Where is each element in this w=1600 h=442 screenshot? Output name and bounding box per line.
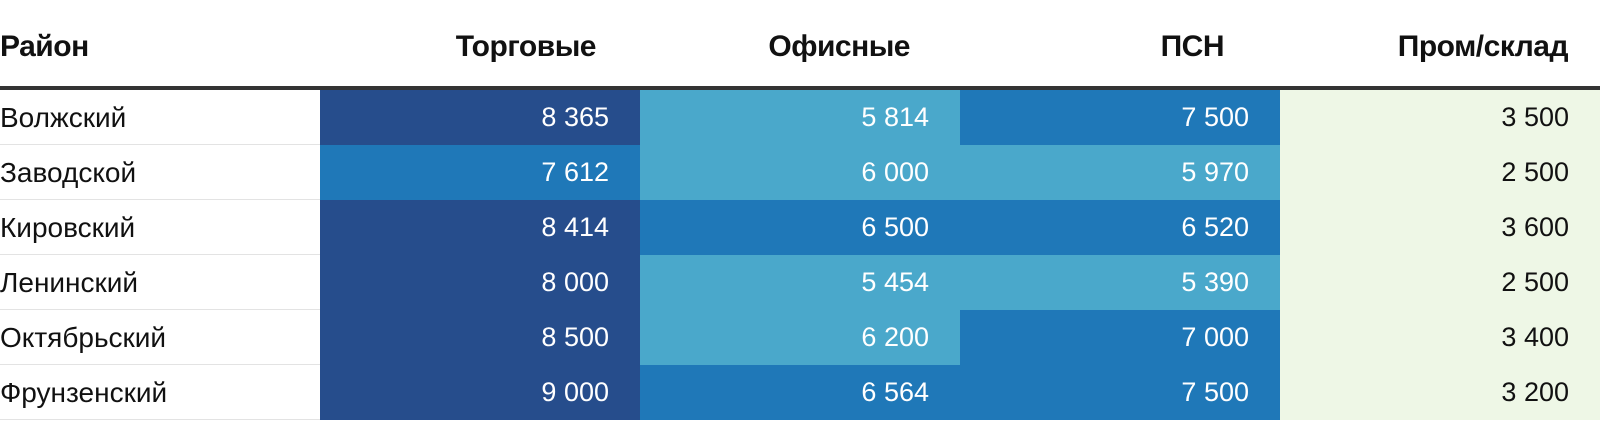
heatmap-cell-retail: 8 365 [320,90,640,145]
heatmap-cell-industrial: 2 500 [1280,255,1600,310]
column-header-industrial: Пром/склад [1397,30,1569,63]
heatmap-cell-office: 6 000 [640,145,960,200]
table-row: Кировский 8 414 6 500 6 520 3 600 [0,200,1600,255]
heatmap-cell-psn: 5 970 [960,145,1280,200]
heatmap-cell-industrial: 3 200 [1280,365,1600,420]
heatmap-cell-industrial: 3 600 [1280,200,1600,255]
table-header: Район Торговые Офисные ПСН Пром/склад [0,0,1600,90]
heatmap-cell-psn: 7 500 [960,90,1280,145]
heatmap-cell-psn: 7 500 [960,365,1280,420]
heatmap-cell-retail: 8 414 [320,200,640,255]
table-row: Фрунзенский 9 000 6 564 7 500 3 200 [0,365,1600,420]
column-header-psn: ПСН [1160,30,1225,63]
table-row: Волжский 8 365 5 814 7 500 3 500 [0,90,1600,145]
heatmap-cell-office: 6 200 [640,310,960,365]
heatmap-cell-psn: 6 520 [960,200,1280,255]
heatmap-cell-retail: 8 000 [320,255,640,310]
row-label: Фрунзенский [0,365,320,420]
table-row: Ленинский 8 000 5 454 5 390 2 500 [0,255,1600,310]
row-label: Ленинский [0,255,320,310]
heatmap-cell-office: 5 814 [640,90,960,145]
column-header-district: Район [0,30,89,63]
column-header-retail: Торговые [455,30,597,63]
row-label: Кировский [0,200,320,255]
heatmap-cell-office: 6 564 [640,365,960,420]
heatmap-cell-psn: 7 000 [960,310,1280,365]
table-row: Октябрьский 8 500 6 200 7 000 3 400 [0,310,1600,365]
heatmap-cell-psn: 5 390 [960,255,1280,310]
table-row: Заводской 7 612 6 000 5 970 2 500 [0,145,1600,200]
heatmap-cell-industrial: 3 500 [1280,90,1600,145]
heatmap-cell-industrial: 2 500 [1280,145,1600,200]
row-label: Октябрьский [0,310,320,365]
heatmap-cell-retail: 9 000 [320,365,640,420]
row-label: Заводской [0,145,320,200]
heatmap-cell-retail: 8 500 [320,310,640,365]
heatmap-cell-office: 5 454 [640,255,960,310]
heatmap-cell-industrial: 3 400 [1280,310,1600,365]
heatmap-cell-office: 6 500 [640,200,960,255]
row-label: Волжский [0,90,320,145]
column-header-office: Офисные [768,30,910,63]
heatmap-cell-retail: 7 612 [320,145,640,200]
